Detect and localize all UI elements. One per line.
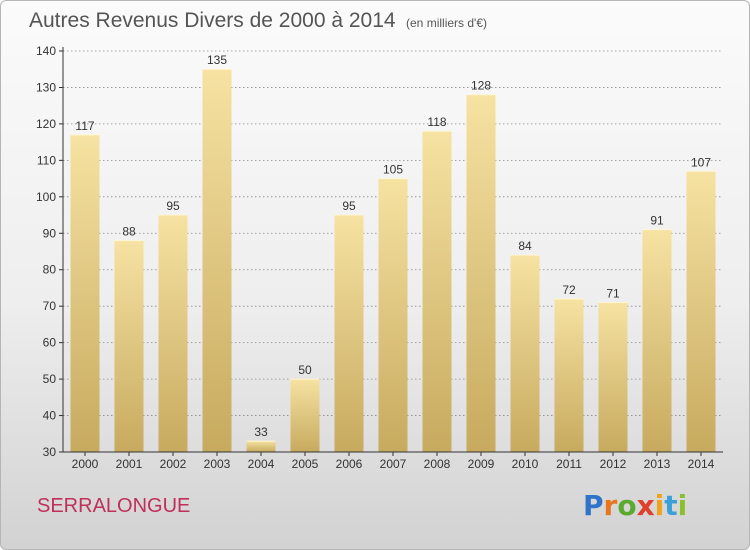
bar <box>598 302 628 452</box>
bar <box>686 171 716 453</box>
bar <box>378 178 408 452</box>
bar <box>554 298 584 452</box>
data-label: 117 <box>75 119 94 133</box>
y-tick-label: 70 <box>43 299 57 313</box>
bar <box>422 131 452 452</box>
logo-letter: i <box>654 489 665 522</box>
y-tick-label: 130 <box>36 80 56 94</box>
x-tick-label: 2004 <box>248 457 275 471</box>
y-tick-label: 100 <box>36 190 56 204</box>
chart-title-unit: (en milliers d'€) <box>406 16 487 30</box>
commune-name: SERRALONGUE <box>37 495 191 517</box>
x-tick-label: 2006 <box>336 457 363 471</box>
y-tick-label: 80 <box>43 263 57 277</box>
bar <box>642 229 672 452</box>
y-tick-label: 60 <box>43 336 57 350</box>
y-tick-label: 90 <box>43 226 57 240</box>
data-label: 88 <box>122 225 136 239</box>
x-tick-label: 2011 <box>556 457 582 471</box>
proxiti-logo: Proxiti <box>583 489 687 522</box>
bar <box>158 215 188 452</box>
data-label: 91 <box>650 214 664 228</box>
data-label: 95 <box>342 199 356 213</box>
x-tick-label: 2003 <box>204 457 231 471</box>
bar <box>70 134 100 452</box>
data-label: 84 <box>518 239 532 253</box>
logo-letter: r <box>603 489 618 522</box>
logo-letter: t <box>664 489 678 522</box>
chart-title: Autres Revenus Divers de 2000 à 2014 (en… <box>29 9 487 33</box>
data-label: 95 <box>166 199 180 213</box>
data-labels-layer: 117 88 95 135 33 50 95 105 118 128 84 72 71 91 107 <box>75 53 711 439</box>
axis-layer: 30 40 50 60 70 80 90 100 110 120 130 140 2000 2001 200… <box>36 44 723 471</box>
y-tick-label: 50 <box>43 372 57 386</box>
logo-letter: o <box>617 489 637 522</box>
bar <box>334 215 364 452</box>
bar <box>466 94 496 452</box>
y-tick-label: 120 <box>36 117 56 131</box>
x-tick-label: 2012 <box>600 457 627 471</box>
bar <box>246 441 276 452</box>
bar <box>202 69 232 453</box>
x-tick-label: 2009 <box>468 457 495 471</box>
bar <box>510 255 540 452</box>
bars-layer <box>70 68 716 453</box>
data-label: 135 <box>207 53 227 67</box>
y-tick-label: 110 <box>37 153 56 167</box>
data-label: 107 <box>691 155 711 169</box>
x-tick-label: 2007 <box>380 457 407 471</box>
logo-letter: x <box>636 489 655 522</box>
bar <box>290 379 320 452</box>
logo-letter: P <box>583 489 604 522</box>
data-label: 72 <box>562 283 576 297</box>
y-tick-label: 140 <box>36 44 56 58</box>
x-tick-label: 2014 <box>688 457 715 471</box>
x-tick-label: 2000 <box>72 457 99 471</box>
data-label: 105 <box>383 163 403 177</box>
data-label: 71 <box>606 287 620 301</box>
x-tick-label: 2010 <box>512 457 539 471</box>
y-tick-label: 30 <box>43 445 57 459</box>
data-label: 50 <box>298 363 312 377</box>
x-tick-label: 2013 <box>644 457 671 471</box>
data-label: 128 <box>471 79 491 93</box>
x-tick-label: 2005 <box>292 457 319 471</box>
data-label: 118 <box>427 115 446 129</box>
x-tick-label: 2002 <box>160 457 187 471</box>
bar <box>114 240 144 452</box>
y-tick-label: 40 <box>43 409 57 423</box>
x-tick-label: 2001 <box>116 457 143 471</box>
data-label: 33 <box>254 425 268 439</box>
logo-letter: i <box>677 489 688 522</box>
chart-title-main: Autres Revenus Divers de 2000 à 2014 <box>29 9 396 32</box>
x-tick-label: 2008 <box>424 457 451 471</box>
